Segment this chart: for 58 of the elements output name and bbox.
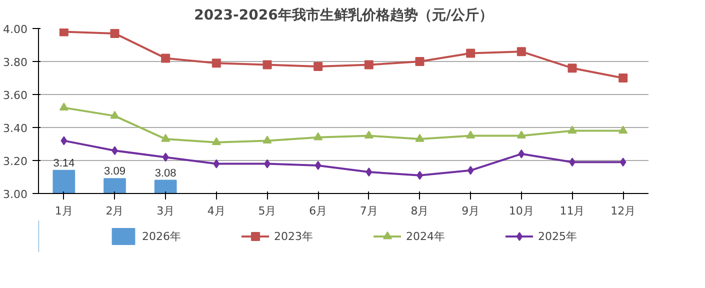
point bbox=[314, 160, 322, 170]
point bbox=[568, 64, 577, 73]
data-label: 3.08 bbox=[154, 167, 176, 180]
point bbox=[110, 28, 120, 38]
y-tick-label: 3.60 bbox=[3, 89, 28, 102]
point bbox=[466, 130, 476, 139]
x-tick-label: 7月 bbox=[360, 204, 378, 218]
point bbox=[366, 168, 372, 177]
point bbox=[620, 158, 626, 167]
x-tick-label: 11月 bbox=[560, 204, 585, 218]
point bbox=[110, 110, 120, 119]
point bbox=[59, 28, 68, 36]
point bbox=[364, 60, 374, 70]
y-tick-label: 3.00 bbox=[3, 188, 28, 201]
x-tick-label: 10月 bbox=[508, 204, 534, 218]
y-tick-label: 3.80 bbox=[3, 56, 28, 69]
legend-label: 2025年 bbox=[538, 228, 577, 244]
x-tick-label: 4月 bbox=[207, 204, 226, 218]
point bbox=[161, 54, 170, 63]
legend-label: 2023年 bbox=[274, 228, 313, 244]
point bbox=[568, 126, 577, 134]
y-tick-label: 3.40 bbox=[3, 122, 28, 135]
point bbox=[516, 130, 526, 139]
point bbox=[467, 166, 474, 175]
y-tick-label: 4.00 bbox=[3, 23, 28, 36]
x-tick-label: 3月 bbox=[156, 204, 175, 218]
point bbox=[314, 62, 323, 71]
legend-label: 2024年 bbox=[406, 228, 445, 244]
point bbox=[364, 130, 374, 139]
point bbox=[518, 149, 525, 158]
point bbox=[212, 58, 221, 68]
point bbox=[618, 126, 628, 134]
point bbox=[415, 134, 424, 142]
x-tick-label: 8月 bbox=[410, 204, 429, 218]
point bbox=[161, 134, 170, 142]
data-label: 3.09 bbox=[104, 166, 126, 178]
point bbox=[466, 48, 476, 58]
data-label: 3.14 bbox=[53, 157, 75, 170]
x-tick-label: 5月 bbox=[258, 204, 276, 218]
chart-title: 2023-2026年我市生鲜乳价格趋势（元/公斤） bbox=[194, 6, 493, 24]
x-tick-label: 6月 bbox=[309, 204, 328, 218]
point bbox=[618, 74, 628, 82]
point bbox=[516, 47, 526, 56]
x-tick-label: 2月 bbox=[106, 204, 124, 218]
x-tick-label: 12月 bbox=[610, 204, 636, 218]
point bbox=[213, 159, 220, 168]
point bbox=[60, 136, 68, 146]
point bbox=[262, 60, 272, 70]
point bbox=[415, 57, 424, 66]
point bbox=[314, 132, 323, 140]
point bbox=[212, 137, 221, 146]
x-tick-label: 9月 bbox=[462, 204, 480, 218]
point bbox=[262, 136, 272, 144]
point bbox=[59, 102, 68, 111]
point bbox=[162, 152, 169, 162]
y-tick-label: 3.20 bbox=[3, 155, 28, 168]
legend-label: 2026年 bbox=[142, 228, 181, 244]
x-tick-label: 1月 bbox=[54, 204, 73, 218]
